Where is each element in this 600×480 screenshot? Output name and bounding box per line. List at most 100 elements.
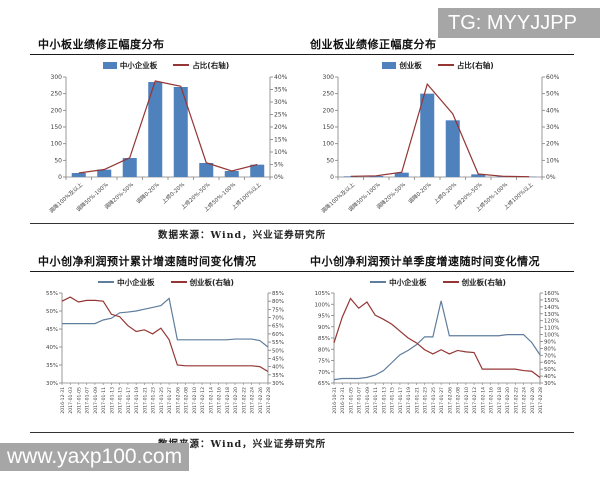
svg-text:2017-02-28: 2017-02-28 xyxy=(538,387,544,414)
line-swatch-icon xyxy=(98,281,115,283)
svg-text:2017-01-17: 2017-01-17 xyxy=(126,387,132,414)
gem-distribution-plot: 0 50 100 150 200 250 300 0% 10% 20% 30% 40% 50% 60% 调降… xyxy=(319,74,560,215)
legend-item: 创业板 xyxy=(382,60,422,71)
svg-text:130%: 130% xyxy=(544,312,559,318)
chart-title-gem-distribution: 创业板业绩修正幅度分布 xyxy=(310,38,437,51)
svg-text:60%: 60% xyxy=(546,74,560,81)
bottom-titles-row: 中小创净利润预计累计增速随时间变化情况 中小创净利润预计单季度增速随时间变化情况 xyxy=(30,253,574,269)
chart-title-sme-distribution: 中小板业绩修正幅度分布 xyxy=(38,38,165,51)
svg-text:2017-01-11: 2017-01-11 xyxy=(101,387,107,414)
svg-text:70%: 70% xyxy=(544,353,556,359)
legend-label: 创业板(右轴) xyxy=(461,277,506,287)
svg-text:60%: 60% xyxy=(544,360,556,366)
legend-label: 中小企业板 xyxy=(117,277,155,287)
svg-text:2017-01-07: 2017-01-07 xyxy=(85,387,91,414)
bar-swatch-icon xyxy=(382,61,397,69)
svg-text:2016-12-31: 2016-12-31 xyxy=(60,387,66,414)
svg-text:2017-02-28: 2017-02-28 xyxy=(266,387,272,414)
svg-text:160%: 160% xyxy=(544,291,559,297)
svg-text:95%: 95% xyxy=(318,314,330,320)
quarterly-growth-plot: 65% 70% 75% 80% 85% 90% 95% 100% 105% 30%40%50%60… xyxy=(315,291,560,414)
svg-text:2017-02-10: 2017-02-10 xyxy=(192,387,198,414)
bottom-charts-row: 中小企业板 创业板(右轴) 30% 35% 40% 45% 50% 55% 30% 35% 40… xyxy=(30,276,574,430)
svg-text:105%: 105% xyxy=(315,291,330,297)
bar-swatch-icon xyxy=(102,61,117,69)
site-watermark: www.yaxp100.com xyxy=(0,443,189,471)
svg-text:70%: 70% xyxy=(272,316,284,322)
svg-text:35%: 35% xyxy=(274,87,288,94)
svg-text:300: 300 xyxy=(51,74,63,81)
svg-text:50%: 50% xyxy=(544,367,556,373)
svg-text:2017-02-06: 2017-02-06 xyxy=(175,387,181,414)
svg-text:100: 100 xyxy=(51,141,63,148)
svg-text:55%: 55% xyxy=(272,340,284,346)
chart-title-cumulative-growth: 中小创净利润预计累计增速随时间变化情况 xyxy=(38,255,257,268)
svg-text:100%: 100% xyxy=(544,333,559,339)
svg-text:2017-01-13: 2017-01-13 xyxy=(381,387,387,414)
svg-text:0%: 0% xyxy=(546,174,556,181)
svg-text:150: 150 xyxy=(323,124,335,131)
svg-text:上修0-20%: 上修0-20% xyxy=(432,181,458,206)
quarterly-growth-chart: 中小企业板 创业板(右轴) 65% 70% 75% 80% 85% 90% 95% 100% 1… xyxy=(302,276,574,430)
svg-text:2016-10-31: 2016-10-31 xyxy=(332,387,338,414)
svg-text:150%: 150% xyxy=(544,298,559,304)
section-divider xyxy=(30,432,574,433)
svg-text:80%: 80% xyxy=(272,299,284,305)
svg-text:2017-01-21: 2017-01-21 xyxy=(142,387,148,414)
svg-text:30%: 30% xyxy=(546,124,560,131)
svg-text:2017-01-17: 2017-01-17 xyxy=(398,387,404,414)
svg-text:2017-02-18: 2017-02-18 xyxy=(497,387,503,414)
line-swatch-icon xyxy=(442,281,459,283)
svg-text:70%: 70% xyxy=(318,370,330,376)
svg-text:2017-01-25: 2017-01-25 xyxy=(431,387,437,414)
svg-text:30%: 30% xyxy=(46,381,58,387)
svg-text:100%: 100% xyxy=(315,302,330,308)
svg-text:60%: 60% xyxy=(272,332,284,338)
svg-text:0: 0 xyxy=(58,174,62,181)
svg-text:2017-02-20: 2017-02-20 xyxy=(505,387,511,414)
svg-text:40%: 40% xyxy=(544,374,556,380)
svg-text:2017-02-08: 2017-02-08 xyxy=(456,387,462,414)
svg-text:200: 200 xyxy=(323,107,335,114)
svg-text:75%: 75% xyxy=(318,359,330,365)
svg-text:50: 50 xyxy=(326,157,334,164)
svg-text:85%: 85% xyxy=(272,291,284,297)
svg-text:2017-02-26: 2017-02-26 xyxy=(258,387,264,414)
legend-label: 创业板 xyxy=(399,60,422,70)
svg-text:250: 250 xyxy=(51,91,63,98)
svg-text:2017-01-13: 2017-01-13 xyxy=(109,387,115,414)
svg-text:80%: 80% xyxy=(544,346,556,352)
svg-text:50%: 50% xyxy=(272,348,284,354)
svg-text:100: 100 xyxy=(323,141,335,148)
chart-legend: 创业板 占比(右轴) xyxy=(382,59,494,71)
sme-distribution-plot: 0 50 100 150 200 250 300 0% 5% 10% 15% 20% 25% 30% 35%… xyxy=(47,74,288,215)
top-charts-row: 中小企业板 占比(右轴) 0 50 100 150 200 250 300 0% 5% 10% 15… xyxy=(30,59,574,221)
legend-label: 中小企业板 xyxy=(389,277,427,287)
svg-text:2017-02-16: 2017-02-16 xyxy=(217,387,223,414)
svg-text:2017-02-22: 2017-02-22 xyxy=(513,387,519,414)
svg-text:2017-01-21: 2017-01-21 xyxy=(414,387,420,414)
svg-text:110%: 110% xyxy=(544,326,559,332)
legend-label: 占比(右轴) xyxy=(456,60,494,70)
line-swatch-icon xyxy=(170,281,187,283)
legend-label: 占比(右轴) xyxy=(192,60,230,70)
svg-text:2017-02-16: 2017-02-16 xyxy=(489,387,495,414)
svg-text:45%: 45% xyxy=(46,327,58,333)
gem-distribution-chart: 创业板 占比(右轴) 0 50 100 150 200 250 300 0% 10% 20% 30%… xyxy=(302,59,574,221)
legend-item: 创业板(右轴) xyxy=(170,277,234,288)
svg-text:2017-02-24: 2017-02-24 xyxy=(250,387,256,414)
svg-text:2017-02-26: 2017-02-26 xyxy=(530,387,536,414)
svg-text:20%: 20% xyxy=(274,124,288,131)
chart-legend: 中小企业板 创业板(右轴) xyxy=(98,276,234,288)
svg-text:2017-01-23: 2017-01-23 xyxy=(151,387,157,414)
svg-text:35%: 35% xyxy=(46,363,58,369)
svg-text:2017-01-05: 2017-01-05 xyxy=(76,387,82,414)
svg-text:2017-01-25: 2017-01-25 xyxy=(159,387,165,414)
svg-text:50%: 50% xyxy=(46,309,58,315)
svg-text:25%: 25% xyxy=(274,112,288,119)
svg-text:2017-02-10: 2017-02-10 xyxy=(464,387,470,414)
line-swatch-icon xyxy=(370,281,387,283)
legend-item: 中小企业板 xyxy=(102,60,157,71)
svg-text:0: 0 xyxy=(330,174,334,181)
